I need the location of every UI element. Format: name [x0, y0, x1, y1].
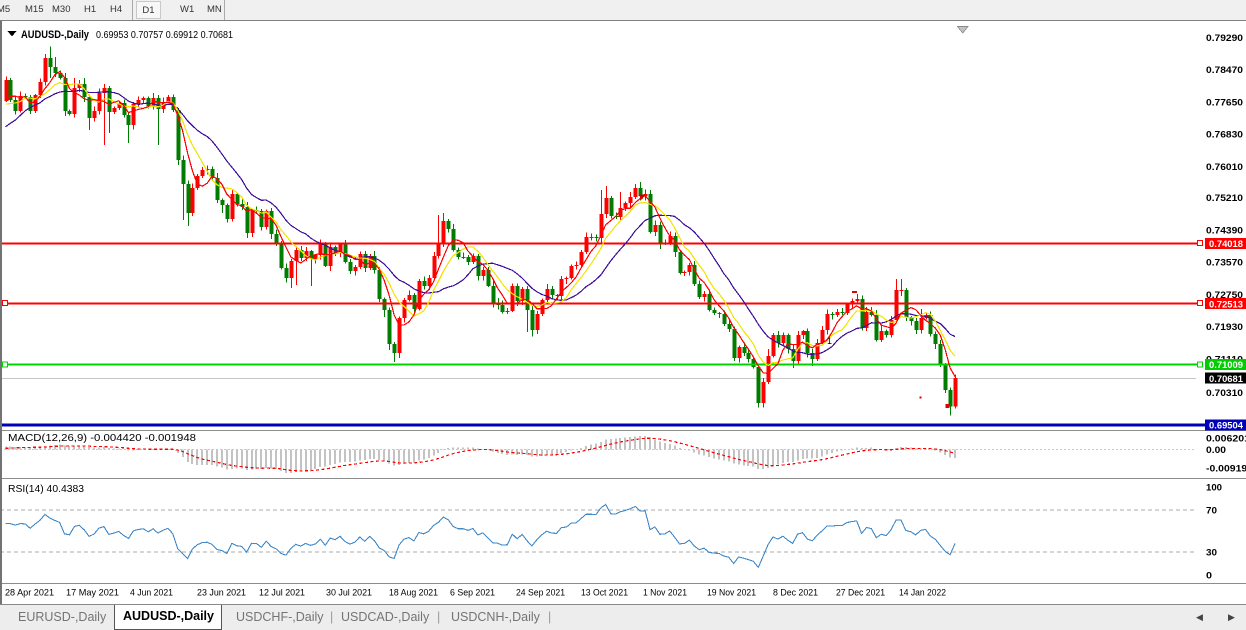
svg-text:0.72513: 0.72513 [1209, 299, 1243, 310]
svg-text:0.78470: 0.78470 [1206, 65, 1243, 76]
svg-text:23 Jun 2021: 23 Jun 2021 [197, 588, 246, 599]
svg-text:24 Sep 2021: 24 Sep 2021 [516, 588, 565, 599]
svg-text:0.75210: 0.75210 [1206, 193, 1243, 204]
svg-text:0.69953 0.70757 0.69912 0.7068: 0.69953 0.70757 0.69912 0.70681 [96, 30, 233, 41]
svg-text:0.73570: 0.73570 [1206, 258, 1243, 269]
svg-text:0.69504: 0.69504 [1209, 421, 1244, 432]
svg-text:0.00: 0.00 [1206, 445, 1226, 456]
svg-text:0.76830: 0.76830 [1206, 130, 1243, 141]
svg-text:8 Dec 2021: 8 Dec 2021 [773, 588, 818, 599]
svg-text:0.71930: 0.71930 [1206, 322, 1243, 333]
svg-text:1 Nov 2021: 1 Nov 2021 [643, 588, 687, 599]
svg-text:MACD(12,26,9) -0.004420 -0.001: MACD(12,26,9) -0.004420 -0.001948 [8, 433, 196, 444]
svg-text:0.72750: 0.72750 [1206, 290, 1243, 301]
svg-text:30: 30 [1206, 548, 1217, 559]
svg-text:70: 70 [1206, 506, 1217, 517]
svg-text:27 Dec 2021: 27 Dec 2021 [836, 588, 885, 599]
svg-text:0.74018: 0.74018 [1209, 239, 1243, 250]
svg-text:12 Jul 2021: 12 Jul 2021 [259, 588, 305, 599]
svg-text:0.77650: 0.77650 [1206, 97, 1243, 108]
svg-text:100: 100 [1206, 483, 1222, 494]
svg-text:0.79290: 0.79290 [1206, 33, 1243, 44]
svg-text:0.70310: 0.70310 [1206, 388, 1243, 399]
svg-text:AUDUSD-,Daily: AUDUSD-,Daily [21, 29, 90, 41]
svg-text:0.74390: 0.74390 [1206, 225, 1243, 236]
svg-text:13 Oct 2021: 13 Oct 2021 [581, 588, 628, 599]
svg-text:30 Jul 2021: 30 Jul 2021 [326, 588, 372, 599]
svg-text:0: 0 [1206, 571, 1212, 582]
svg-text:-0.009197: -0.009197 [1206, 464, 1246, 475]
svg-text:28 Apr 2021: 28 Apr 2021 [5, 588, 54, 599]
svg-text:4 Jun 2021: 4 Jun 2021 [130, 588, 173, 599]
svg-text:6 Sep 2021: 6 Sep 2021 [450, 588, 495, 599]
svg-text:1: 1 [827, 336, 832, 346]
svg-text:19 Nov 2021: 19 Nov 2021 [707, 588, 756, 599]
svg-text:0.71009: 0.71009 [1209, 360, 1243, 371]
svg-text:17 May 2021: 17 May 2021 [66, 588, 119, 599]
svg-text:14 Jan 2022: 14 Jan 2022 [899, 588, 946, 599]
svg-text:0.70681: 0.70681 [1209, 374, 1244, 385]
svg-text:18 Aug 2021: 18 Aug 2021 [389, 588, 438, 599]
svg-text:0.006201: 0.006201 [1206, 433, 1246, 444]
svg-text:0.76010: 0.76010 [1206, 162, 1243, 173]
svg-text:RSI(14) 40.4383: RSI(14) 40.4383 [8, 484, 84, 495]
